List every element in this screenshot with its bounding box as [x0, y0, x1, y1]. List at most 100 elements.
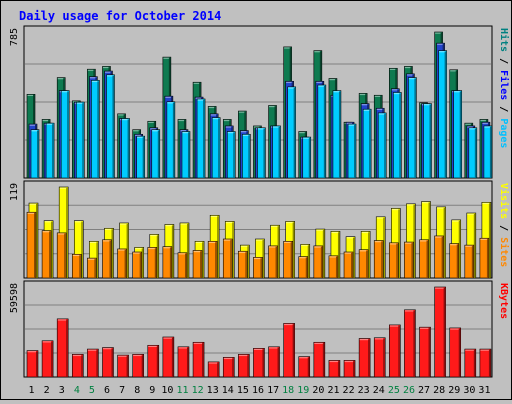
bar-sites-day-10: [162, 246, 173, 279]
x-tick-label-day-15: 15: [237, 385, 249, 396]
bar-kbytes-day-2: [41, 340, 54, 378]
panel-2-max-label: 119: [9, 183, 20, 201]
bar-hits-day-17-top: [269, 105, 275, 108]
bar-hits-day-13-top: [208, 106, 215, 109]
bar-kbytes-day-4: [71, 354, 84, 378]
bar-sites-day-19-side: [305, 257, 308, 278]
bar-kbytes-day-19: [298, 356, 311, 378]
bar-sites-day-22-side: [351, 253, 353, 278]
bar-hits-day-11-top: [178, 119, 184, 122]
legend-part: Visits: [498, 183, 510, 219]
bar-kbytes-day-18-side: [292, 324, 295, 377]
bar-visits-day-12-side: [202, 242, 204, 278]
bar-visits-day-24-side: [383, 217, 385, 278]
bar-pages-day-20: [317, 84, 327, 179]
panel-3-max-label: 59598: [9, 283, 20, 313]
bar-sites-day-3-top: [57, 233, 65, 235]
bar-sites-day-22-top: [344, 252, 352, 254]
bar-pages-day-19-top: [303, 137, 309, 139]
bar-sites-day-25-top: [389, 243, 397, 245]
bar-kbytes-day-15-top: [238, 354, 248, 357]
bar-kbytes-day-25-top: [389, 325, 399, 327]
bar-pages-day-14-side: [233, 132, 235, 178]
bar-sites-day-12-top: [193, 250, 201, 253]
x-tick-label-day-21: 21: [327, 385, 339, 396]
x-tick-label-day-7: 7: [119, 385, 125, 396]
bar-kbytes-day-28-side: [443, 288, 446, 377]
x-tick-label-day-3: 3: [59, 385, 65, 396]
bar-kbytes-day-7: [117, 354, 129, 378]
x-tick-label-day-24: 24: [373, 385, 385, 396]
bar-sites-day-28-top: [435, 236, 442, 238]
bar-sites-day-21: [328, 255, 339, 279]
bar-pages-day-7-top: [122, 118, 128, 121]
bar-kbytes-day-31-side: [488, 350, 491, 377]
bar-pages-day-6-top: [106, 75, 113, 77]
panel-2-legend: Visits / Sites: [498, 183, 510, 267]
bar-pages-day-30: [468, 127, 478, 179]
bar-files-day-5-top: [89, 77, 96, 79]
bar-hits-day-24-top: [374, 95, 381, 97]
bar-pages-day-5: [91, 80, 100, 179]
bar-visits-day-15-top: [240, 245, 248, 247]
bar-sites-day-23: [358, 249, 369, 279]
bar-kbytes-day-19-top: [299, 357, 308, 359]
bar-visits-day-16-side: [262, 240, 264, 278]
bar-kbytes-day-10-side: [171, 337, 174, 377]
bar-sites-day-7-top: [118, 249, 125, 251]
bar-visits-day-17-side: [277, 226, 280, 278]
bar-sites-day-3-side: [64, 233, 66, 278]
bar-pages-day-4: [75, 101, 85, 179]
bar-visits-day-24-top: [376, 217, 384, 219]
bar-hits-day-25-top: [389, 68, 396, 70]
bar-pages-day-6-side: [112, 75, 114, 178]
bar-kbytes-day-22-side: [353, 361, 355, 377]
bar-kbytes-day-30-side: [473, 350, 476, 377]
bar-kbytes-day-24-top: [374, 338, 384, 340]
panel-3-legend: KBytes: [498, 283, 509, 319]
bar-kbytes-day-7-side: [126, 356, 129, 377]
bar-visits-day-18-side: [292, 222, 295, 278]
x-tick-label-day-9: 9: [149, 385, 155, 396]
bar-sites-day-28: [434, 235, 444, 279]
bar-hits-day-26-top: [404, 66, 411, 69]
bar-pages-day-20-side: [323, 86, 326, 178]
bar-pages-day-11-top: [182, 132, 188, 134]
bar-visits-day-2-side: [51, 221, 53, 278]
bar-visits-day-13-top: [210, 215, 218, 217]
bar-sites-day-10-side: [169, 247, 172, 278]
bar-pages-day-10: [166, 101, 176, 179]
bar-pages-day-6: [106, 74, 115, 179]
bar-sites-day-19-top: [299, 257, 306, 259]
bar-files-day-24-top: [376, 108, 383, 110]
bar-kbytes-day-20-side: [322, 343, 325, 377]
bar-sites-day-14-side: [230, 240, 232, 278]
bar-sites-day-13: [207, 240, 218, 279]
bar-hits-day-10-top: [163, 57, 169, 59]
bar-files-day-10-top: [165, 96, 171, 98]
bar-visits-day-28-top: [437, 207, 444, 209]
bar-sites-day-2-side: [49, 231, 51, 278]
bar-kbytes-day-6: [102, 347, 114, 378]
bar-sites-day-27-top: [420, 240, 427, 242]
x-tick-label-day-17: 17: [267, 385, 279, 396]
bar-pages-day-31-top: [484, 126, 490, 128]
bar-visits-day-6-side: [111, 229, 113, 278]
bar-visits-day-8-side: [141, 248, 144, 278]
bar-kbytes-day-9-top: [148, 345, 157, 347]
bar-visits-day-13-side: [217, 216, 219, 278]
bar-pages-day-3: [60, 90, 70, 179]
bar-hits-day-14-top: [223, 119, 230, 122]
bar-sites-day-17: [268, 245, 278, 279]
bar-visits-day-15-side: [247, 246, 249, 278]
bar-pages-day-2: [45, 122, 55, 179]
bar-hits-day-7-top: [118, 114, 124, 116]
bar-kbytes-day-12-top: [193, 342, 203, 344]
bar-kbytes-day-7-top: [118, 355, 127, 357]
x-tick-label-day-1: 1: [29, 385, 35, 396]
bar-kbytes-day-3-top: [57, 319, 67, 321]
bar-pages-day-9-side: [157, 130, 160, 178]
bar-sites-day-23-top: [359, 250, 367, 252]
bar-sites-day-20-side: [320, 246, 323, 278]
bar-pages-day-29-side: [459, 91, 462, 178]
